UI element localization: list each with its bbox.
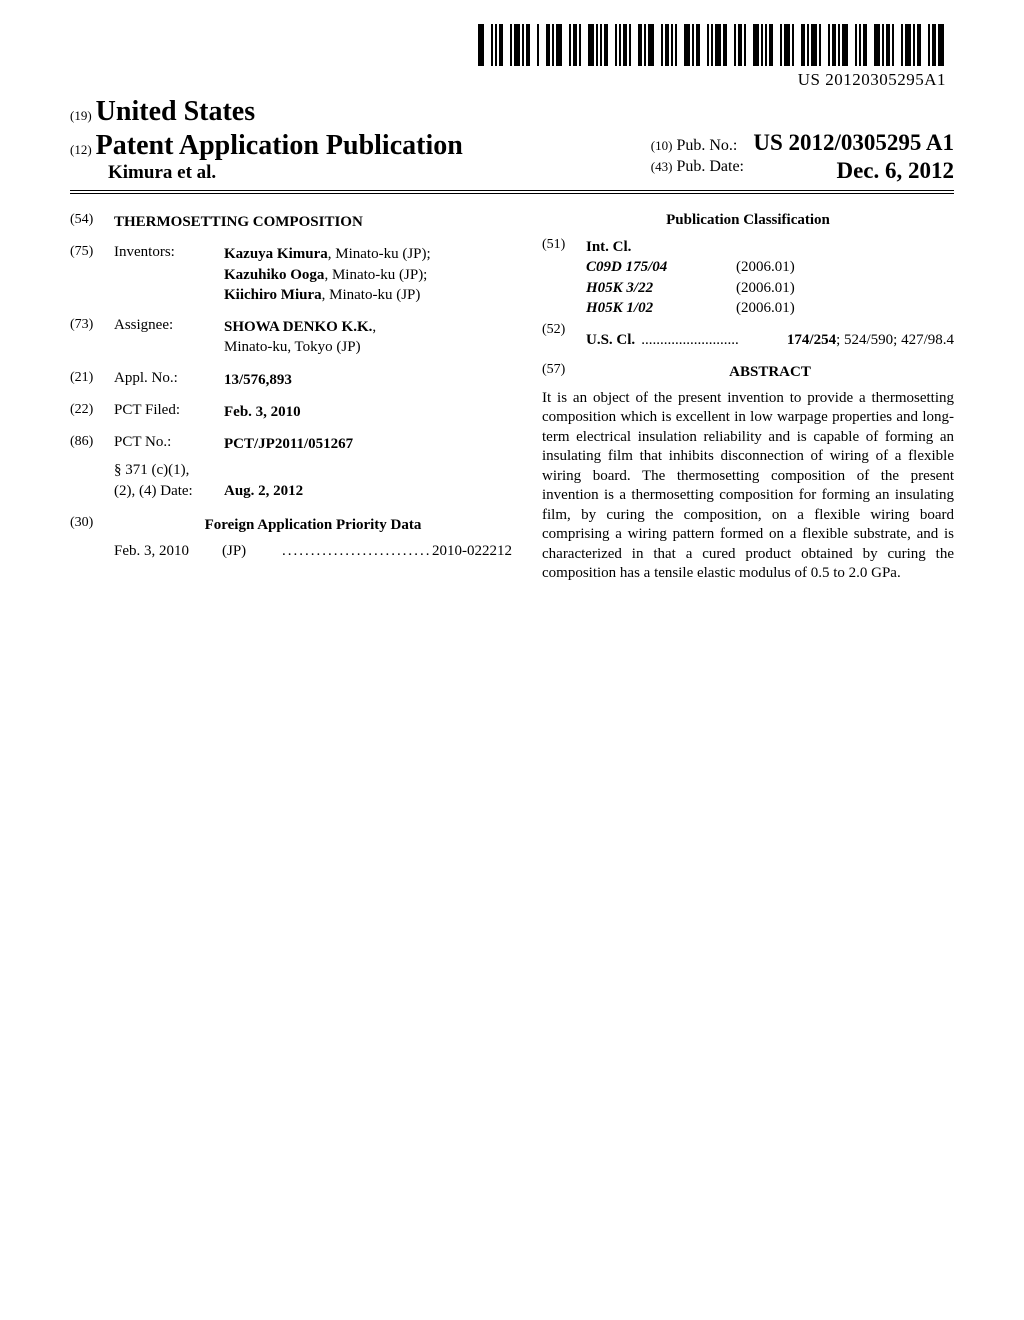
pubno-line: (10) Pub. No.: US 2012/0305295 A1: [651, 130, 954, 156]
intcl-1-ver: (2006.01): [736, 257, 795, 277]
barcode-block: US 20120305295A1: [70, 24, 946, 90]
s371-line1: § 371 (c)(1),: [114, 460, 512, 480]
country-line: (19) United States: [70, 96, 463, 128]
authors: Kimura et al.: [108, 162, 463, 184]
inventor-2-name: Kazuhiko Ooga: [224, 267, 324, 283]
pubdate-line: (43) Pub. Date: Dec. 6, 2012: [651, 158, 954, 184]
code-19: (19): [70, 108, 92, 123]
field-75: (75) Inventors: Kazuya Kimura, Minato-ku…: [70, 244, 512, 305]
pubno-label: Pub. No.:: [676, 137, 737, 154]
intcl-3-code: H05K 1/02: [586, 298, 736, 318]
abstract-heading: ABSTRACT: [729, 364, 811, 380]
uscl-label: U.S. Cl.: [586, 330, 635, 350]
pctfiled-value: Feb. 3, 2010: [224, 404, 301, 420]
code-10: (10): [651, 138, 673, 153]
pubdate-value: Dec. 6, 2012: [836, 158, 954, 184]
code-75: (75): [70, 244, 114, 260]
pctfiled-label: PCT Filed:: [114, 402, 224, 419]
code-54: (54): [70, 212, 114, 228]
patent-page: US 20120305295A1 (19) United States (12)…: [0, 0, 1024, 584]
inventor-3-loc: , Minato-ku (JP): [322, 287, 421, 303]
inventor-1-loc: , Minato-ku (JP);: [328, 246, 431, 262]
intcl-2-code: H05K 3/22: [586, 278, 736, 298]
assignee-name: SHOWA DENKO K.K.: [224, 319, 372, 335]
code-21: (21): [70, 370, 114, 386]
pctno-value: PCT/JP2011/051267: [224, 436, 353, 452]
field-86: (86) PCT No.: PCT/JP2011/051267: [70, 434, 512, 454]
dots-icon: .................................: [282, 543, 432, 560]
s371-date: Aug. 2, 2012: [224, 481, 303, 501]
code-22: (22): [70, 402, 114, 418]
code-73: (73): [70, 317, 114, 333]
uscl-rest: ; 524/590; 427/98.4: [836, 332, 954, 348]
field-51: (51) Int. Cl. C09D 175/04(2006.01) H05K …: [542, 237, 954, 318]
right-column: Publication Classification (51) Int. Cl.…: [542, 212, 954, 584]
inventor-3-name: Kiichiro Miura: [224, 287, 322, 303]
intcl-label: Int. Cl.: [586, 239, 631, 255]
applno-value: 13/576,893: [224, 372, 292, 388]
left-column: (54) THERMOSETTING COMPOSITION (75) Inve…: [70, 212, 512, 584]
field-371: § 371 (c)(1), (2), (4) Date: Aug. 2, 201…: [70, 460, 512, 501]
header-right: (10) Pub. No.: US 2012/0305295 A1 (43) P…: [651, 130, 954, 184]
abstract-text: It is an object of the present invention…: [542, 389, 954, 584]
dots-icon: ..........................: [641, 332, 739, 348]
code-43: (43): [651, 159, 673, 174]
code-30: (30): [70, 515, 114, 531]
s371-line2: (2), (4) Date:: [114, 481, 224, 501]
intcl-2-ver: (2006.01): [736, 278, 795, 298]
field-73: (73) Assignee: SHOWA DENKO K.K., Minato-…: [70, 317, 512, 358]
priority-date: Feb. 3, 2010: [114, 543, 222, 560]
field-22: (22) PCT Filed: Feb. 3, 2010: [70, 402, 512, 422]
pubno-value: US 2012/0305295 A1: [753, 130, 954, 155]
field-30: (30) Foreign Application Priority Data: [70, 515, 512, 535]
code-86: (86): [70, 434, 114, 450]
field-52: (52) U.S. Cl. ..........................…: [542, 322, 954, 350]
code-57: (57): [542, 362, 586, 378]
country-name: United States: [96, 96, 255, 127]
code-12: (12): [70, 142, 92, 157]
title: THERMOSETTING COMPOSITION: [114, 214, 363, 230]
barcode-icon: [478, 24, 946, 66]
pctno-label: PCT No.:: [114, 434, 224, 451]
pubclass-heading: Publication Classification: [542, 212, 954, 229]
barcode-text: US 20120305295A1: [798, 70, 946, 90]
applno-label: Appl. No.:: [114, 370, 224, 387]
publication-type: Patent Application Publication: [96, 130, 463, 161]
bibliographic-data: (54) THERMOSETTING COMPOSITION (75) Inve…: [70, 212, 954, 584]
assignee-value: SHOWA DENKO K.K., Minato-ku, Tokyo (JP): [224, 317, 512, 358]
priority-row: Feb. 3, 2010 (JP) ......................…: [70, 543, 512, 560]
code-51: (51): [542, 237, 586, 253]
field-21: (21) Appl. No.: 13/576,893: [70, 370, 512, 390]
priority-heading: Foreign Application Priority Data: [205, 517, 422, 533]
priority-num: 2010-022212: [432, 543, 512, 560]
uscl-bold: 174/254: [787, 332, 836, 348]
assignee-label: Assignee:: [114, 317, 224, 334]
assignee-loc: Minato-ku, Tokyo (JP): [224, 339, 361, 355]
inventor-2-loc: , Minato-ku (JP);: [324, 267, 427, 283]
pubdate-label: Pub. Date:: [676, 158, 744, 175]
pub-type-line: (12) Patent Application Publication: [70, 130, 463, 162]
inventors-list: Kazuya Kimura, Minato-ku (JP); Kazuhiko …: [224, 244, 512, 305]
field-54: (54) THERMOSETTING COMPOSITION: [70, 212, 512, 232]
intcl-1-code: C09D 175/04: [586, 257, 736, 277]
header-left: (19) United States (12) Patent Applicati…: [70, 96, 463, 184]
divider: [70, 193, 954, 194]
field-57: (57) ABSTRACT: [542, 362, 954, 382]
inventors-label: Inventors:: [114, 244, 224, 261]
inventor-1-name: Kazuya Kimura: [224, 246, 328, 262]
priority-cc: (JP): [222, 543, 282, 560]
header: (19) United States (12) Patent Applicati…: [70, 96, 954, 191]
code-52: (52): [542, 322, 586, 338]
intcl-3-ver: (2006.01): [736, 298, 795, 318]
